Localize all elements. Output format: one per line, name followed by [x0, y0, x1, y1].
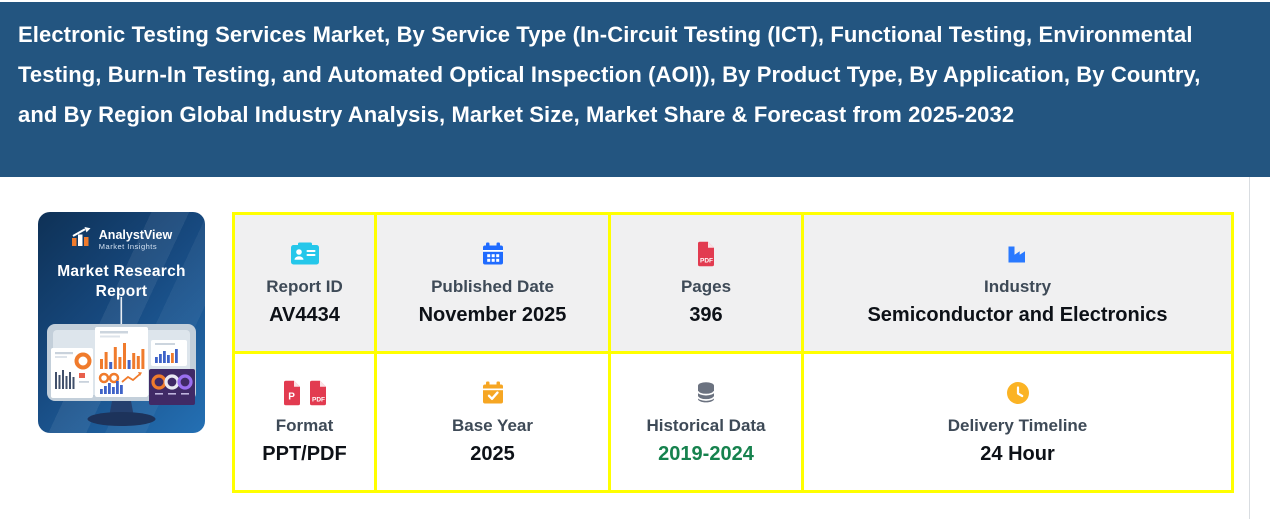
meta-value: Semiconductor and Electronics	[867, 303, 1168, 326]
content-right-divider	[1249, 177, 1250, 519]
meta-cell-delivery-timeline: Delivery Timeline 24 Hour	[804, 354, 1231, 490]
svg-text:P: P	[288, 391, 295, 402]
meta-value: 396	[689, 303, 723, 326]
meta-label: Industry	[983, 276, 1052, 296]
meta-value: November 2025	[418, 303, 567, 326]
report-title: Electronic Testing Services Market, By S…	[18, 22, 1201, 127]
ppt-pdf-files-icon: P PDF	[282, 379, 328, 407]
meta-value: 2025	[470, 442, 515, 465]
page-header: Electronic Testing Services Market, By S…	[0, 2, 1270, 177]
meta-cell-published-date: Published Date November 2025	[377, 215, 608, 351]
meta-label: Report ID	[266, 276, 343, 296]
cover-logo: AnalystView Market Insights	[38, 212, 205, 252]
calendar-check-icon	[481, 379, 505, 407]
id-card-icon	[290, 240, 320, 268]
calendar-icon	[481, 240, 505, 268]
logo-title: AnalystView	[98, 227, 173, 242]
meta-label: Historical Data	[646, 415, 766, 435]
meta-value: 2019-2024	[658, 442, 754, 465]
meta-cell-pages: PDF Pages 396	[611, 215, 801, 351]
report-meta-table: Report ID AV4434 Published Date November…	[232, 212, 1234, 493]
meta-value: AV4434	[269, 303, 340, 326]
clock-icon	[1006, 379, 1030, 407]
meta-value: PPT/PDF	[262, 442, 347, 465]
monitor-charts-illustration	[38, 297, 205, 433]
meta-label: Base Year	[452, 415, 533, 435]
meta-label: Published Date	[431, 276, 554, 296]
meta-cell-base-year: Base Year 2025	[377, 354, 608, 490]
factory-icon	[1006, 240, 1030, 268]
logo-subtitle: Market Insights	[98, 242, 158, 252]
meta-cell-format: P PDF Format PPT/PDF	[235, 354, 374, 490]
meta-cell-report-id: Report ID AV4434	[235, 215, 374, 351]
meta-cell-historical-data: Historical Data 2019-2024	[611, 354, 801, 490]
pdf-file-icon: PDF	[696, 240, 716, 268]
svg-text:PDF: PDF	[312, 396, 325, 403]
svg-text:PDF: PDF	[700, 257, 713, 264]
meta-label: Delivery Timeline	[947, 415, 1088, 435]
meta-value: 24 Hour	[980, 442, 1055, 465]
meta-label: Format	[275, 415, 334, 435]
analystview-logo-icon	[71, 227, 93, 252]
report-cover-image: AnalystView Market Insights Market Resea…	[38, 212, 205, 433]
meta-label: Pages	[680, 276, 732, 296]
meta-cell-industry: Industry Semiconductor and Electronics	[804, 215, 1231, 351]
database-icon	[694, 379, 718, 407]
cover-title: Market Research Report	[57, 263, 186, 301]
